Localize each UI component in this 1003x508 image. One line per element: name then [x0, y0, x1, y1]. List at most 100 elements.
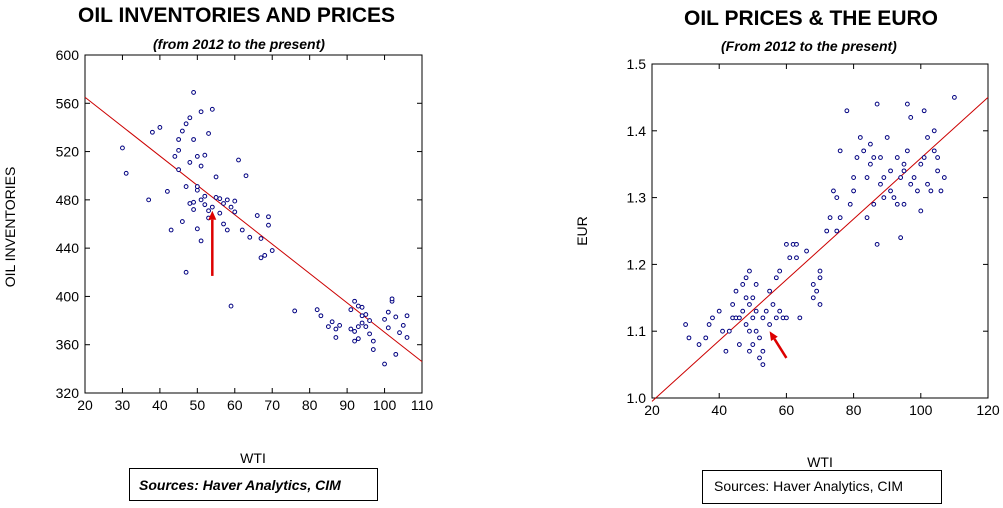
chart1-plot-frame [84, 54, 423, 394]
chart2-scatter-point [763, 308, 769, 314]
chart2-scatter-point [827, 215, 833, 221]
chart2-scatter-point [868, 161, 873, 167]
chart1-scatter-point [157, 125, 163, 130]
chart1-scatter-point [247, 234, 253, 240]
chart1-scatter-point [355, 303, 361, 309]
chart1-y-tick-label: 480 [56, 192, 80, 208]
chart1-scatter-point [363, 312, 369, 317]
chart1-scatter-point [393, 351, 399, 357]
chart1-scatter-point [198, 109, 204, 115]
chart2-x-tick-label: 100 [909, 402, 933, 418]
chart2-scatter-point [710, 315, 715, 321]
chart2-scatter-point [767, 322, 772, 327]
chart2-scatter-point [767, 288, 772, 294]
chart2-scatter-point [733, 288, 739, 294]
chart2-fit-line [651, 97, 989, 402]
chart2-scatter-point [706, 322, 712, 327]
chart1-x-tick-label: 50 [190, 397, 206, 413]
chart1-scatter-point [191, 207, 196, 212]
chart2-scatter-point [931, 148, 937, 154]
chart1-scatter-point [367, 318, 372, 323]
chart1-scatter-point [179, 128, 185, 134]
chart1-scatter-point [232, 209, 238, 215]
chart1-scatter-point [367, 331, 372, 337]
chart2-x-axis: 20 40 60 80 100 120 [644, 64, 1000, 418]
chart2-scatter-point [871, 155, 877, 160]
chart2-scatter-point [837, 148, 843, 154]
chart1-scatter-point [228, 303, 234, 309]
chart1-x-tick-label: 20 [77, 397, 93, 413]
chart2-source-box: Sources: Haver Analytics, CIM [702, 470, 942, 504]
chart2-scatter-point [904, 148, 910, 154]
chart2-scatter-point [747, 302, 752, 307]
chart2-scatter-point [784, 241, 789, 247]
chart1-y-axis-label: OIL INVENTORIES [2, 167, 18, 288]
chart2-scatter-point [868, 141, 873, 147]
chart2-arrow-shaft [773, 338, 788, 359]
chart2-scatter-point [750, 315, 756, 321]
chart1-scatter-point [393, 314, 399, 320]
chart2-y-tick-label: 1.4 [627, 123, 647, 139]
chart2-scatter-point [777, 268, 783, 274]
chart2-scatter-point [894, 155, 900, 160]
chart1-x-tick-label: 80 [302, 397, 318, 413]
chart2-scatter-point [723, 348, 729, 354]
chart2-scatter-point [736, 315, 742, 321]
chart2-scatter-point [794, 255, 799, 261]
chart2-scatter-point [770, 302, 776, 307]
chart2-scatter-point [683, 322, 688, 327]
chart2-scatter-point [777, 308, 783, 314]
chart2-title: OIL PRICES & THE EURO [684, 7, 938, 30]
chart1-scatter-point [404, 335, 410, 340]
chart2-scatter-point [925, 135, 930, 140]
chart2-scatter-point [952, 95, 957, 100]
chart2-y-axis-label: EUR [574, 216, 590, 246]
chart2-x-tick-label: 60 [779, 402, 795, 418]
chart2-scatter-point [720, 328, 725, 334]
chart2-scatter-point [935, 155, 940, 160]
chart1-scatter-point [348, 326, 354, 332]
chart1-x-tick-label: 70 [264, 397, 280, 413]
chart1-scatter-point [217, 210, 223, 216]
chart2-scatter-point [891, 195, 897, 201]
chart2-scatter-point [814, 288, 820, 294]
chart2-y-tick-label: 1.0 [627, 390, 647, 406]
chart1-scatter-point [400, 323, 406, 328]
chart1-scatter-point [269, 248, 275, 253]
chart1-x-tick-label: 60 [227, 397, 243, 413]
chart2-scatter-point [894, 201, 900, 207]
chart1-scatter-point [359, 320, 365, 326]
chart2-scatter-point [871, 201, 877, 207]
chart1-scatter-point [370, 347, 376, 352]
chart1-scatter-point [385, 309, 391, 315]
chart1-y-tick-label: 560 [56, 95, 80, 111]
chart1-scatter-point [329, 319, 335, 325]
chart2-scatter-point [915, 188, 920, 194]
chart1-scatter-point [389, 296, 395, 302]
chart2-scatter-point [750, 342, 756, 347]
chart1-scatter-point [266, 222, 271, 228]
chart1-y-tick-label: 320 [56, 385, 80, 401]
chart2-marks [651, 95, 989, 402]
chart2-x-axis-label: WTI [807, 454, 833, 470]
chart1-y-tick-label: 440 [56, 240, 80, 256]
chart2-scatter-point [908, 115, 914, 120]
chart2-scatter-point [784, 315, 789, 321]
chart1-scatter-point [224, 227, 230, 233]
chart2-scatter-point [888, 168, 893, 174]
chart2-x-tick-label: 40 [711, 402, 727, 418]
chart2-scatter-point [884, 135, 890, 140]
chart2-scatter-point [898, 175, 904, 180]
chart2-scatter-point [834, 228, 840, 234]
chart2-scatter-point [817, 275, 823, 281]
chart2-arrow-head [769, 331, 778, 341]
chart2-scatter-point [686, 335, 692, 341]
chart1-scatter-point [183, 121, 189, 127]
chart2-scatter-point [851, 188, 856, 194]
chart2-scatter-point [901, 201, 907, 207]
chart1-scatter-point [187, 160, 193, 165]
chart2-scatter-point [736, 342, 742, 347]
chart2-scatter-point [740, 308, 746, 314]
chart1-scatter-point [258, 236, 264, 241]
chart2-scatter-point [773, 275, 779, 281]
